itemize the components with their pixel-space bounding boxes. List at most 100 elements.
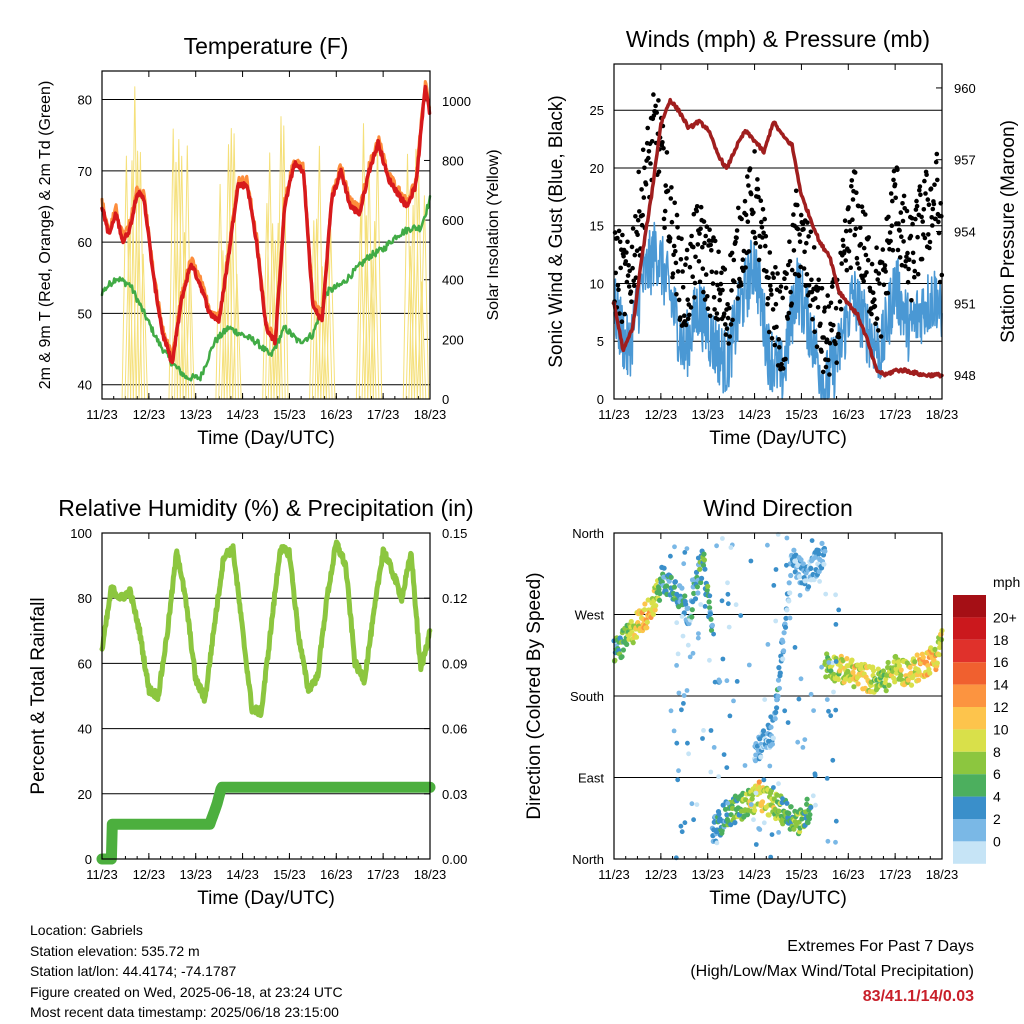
- gust-point: [900, 201, 905, 206]
- x-tick-label: 16/23: [832, 407, 865, 422]
- direction-point: [752, 758, 759, 764]
- direction-point: [796, 696, 802, 702]
- gust-point: [722, 267, 728, 272]
- direction-point: [681, 561, 687, 567]
- direction-point: [787, 590, 793, 596]
- gust-point: [734, 228, 740, 233]
- direction-point: [907, 664, 913, 670]
- direction-point: [686, 751, 691, 757]
- y-tick-label: 0: [85, 852, 92, 867]
- gust-point: [809, 277, 814, 283]
- direction-point: [742, 763, 748, 768]
- solar-insolation-line: [270, 240, 281, 400]
- gust-point: [671, 243, 677, 249]
- gust-point: [905, 250, 910, 256]
- x-tick-label: 16/23: [832, 867, 865, 882]
- direction-point: [689, 801, 695, 807]
- wind-speed-line: [613, 221, 943, 400]
- gust-point: [645, 125, 650, 131]
- gust-point: [618, 265, 623, 271]
- gust-point: [714, 270, 719, 275]
- gust-point: [850, 217, 855, 222]
- y-tick-label: 0: [597, 392, 604, 407]
- gust-point: [879, 260, 885, 265]
- colorbar-label: 6: [993, 766, 1001, 782]
- direction-point: [708, 769, 714, 775]
- direction-point: [784, 800, 790, 806]
- y-tick-label: West: [575, 608, 605, 623]
- gust-point: [786, 310, 792, 316]
- colorbar-label: 4: [993, 789, 1001, 805]
- direction-point: [871, 668, 877, 674]
- gust-point: [913, 207, 919, 212]
- gust-point: [672, 200, 677, 206]
- gust-point: [906, 257, 912, 263]
- y-right-tick-label: 0.12: [442, 591, 467, 606]
- gust-point: [901, 193, 907, 199]
- gust-point: [900, 218, 906, 224]
- solar-insolation-line: [218, 250, 228, 400]
- direction-point: [785, 720, 791, 725]
- gust-point: [910, 250, 916, 256]
- direction-point: [690, 650, 696, 656]
- gust-point: [795, 202, 800, 208]
- direction-point: [826, 708, 831, 714]
- y-tick-label: 60: [78, 656, 92, 671]
- gust-point: [630, 265, 635, 271]
- gust-point: [702, 240, 707, 246]
- colorbar-label: 0: [993, 833, 1001, 849]
- direction-point: [805, 584, 812, 590]
- direction-point: [679, 614, 685, 619]
- y-right-tick-label: 0.15: [442, 526, 467, 541]
- direction-point: [774, 697, 779, 703]
- direction-point: [795, 562, 801, 569]
- x-tick-label: 18/23: [926, 867, 959, 882]
- gust-point: [718, 281, 724, 287]
- extremes-title: Extremes For Past 7 Days: [787, 938, 974, 955]
- gust-point: [897, 255, 903, 260]
- gust-point: [676, 297, 682, 303]
- gust-point: [633, 214, 638, 219]
- gust-point: [717, 297, 722, 303]
- gust-point: [934, 151, 940, 157]
- direction-point: [833, 659, 839, 664]
- gust-point: [663, 183, 668, 188]
- gust-point: [689, 233, 694, 239]
- gust-point: [775, 271, 780, 276]
- gust-point: [724, 326, 730, 332]
- direction-point: [707, 657, 712, 663]
- gust-point: [716, 287, 722, 292]
- x-axis-label: Time (Day/UTC): [709, 888, 847, 909]
- x-tick-label: 13/23: [179, 867, 212, 882]
- gust-point: [725, 302, 730, 307]
- gust-point: [921, 207, 927, 212]
- gust-point: [917, 187, 922, 193]
- gust-point: [858, 241, 864, 247]
- gust-point: [723, 322, 728, 327]
- gust-point: [819, 286, 825, 291]
- x-tick-label: 11/23: [598, 407, 630, 422]
- y-axis-label: 2m & 9m T (Red, Orange) & 2m Td (Green): [37, 81, 54, 390]
- solar-insolation-line: [221, 255, 231, 400]
- direction-point: [749, 796, 755, 802]
- direction-point: [697, 566, 703, 572]
- gust-point: [776, 337, 781, 342]
- gust-point: [825, 357, 831, 363]
- gust-point: [748, 191, 754, 197]
- direction-point: [934, 660, 940, 666]
- gust-point: [687, 264, 693, 270]
- direction-point: [724, 812, 730, 818]
- gust-point: [756, 194, 761, 200]
- gust-point: [804, 240, 809, 246]
- direction-point: [802, 737, 808, 742]
- gust-point: [913, 216, 918, 222]
- direction-point: [833, 818, 839, 824]
- colorbar-swatch: [953, 751, 986, 775]
- y-right-tick-label: 0.03: [442, 787, 467, 802]
- gust-point: [890, 198, 895, 204]
- gust-point: [761, 230, 766, 236]
- direction-point: [743, 797, 749, 803]
- gust-point: [634, 248, 640, 253]
- y-tick-label: North: [572, 526, 604, 541]
- solar-insolation-line: [416, 281, 427, 400]
